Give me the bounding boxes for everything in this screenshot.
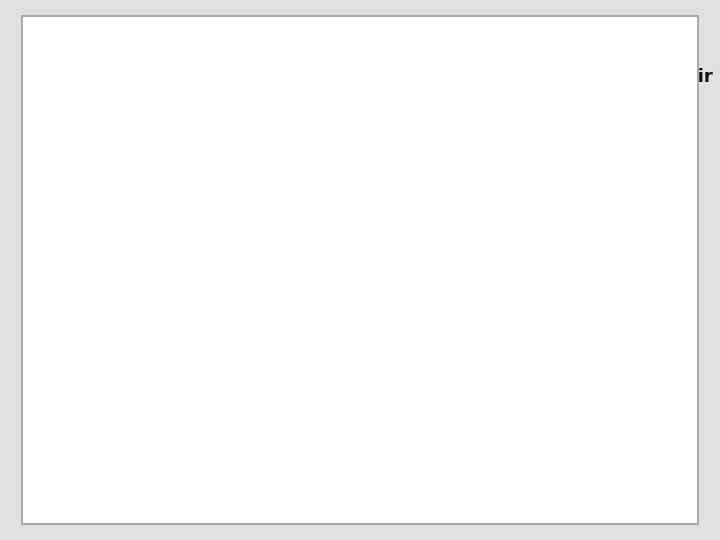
Wedge shape (70, 161, 209, 369)
Text: D: D (132, 254, 150, 274)
Text: Y4: Y4 (667, 505, 688, 519)
Text: points.: points. (238, 93, 307, 111)
Wedge shape (89, 300, 209, 438)
Text: C: C (166, 346, 181, 366)
Text: Varied Fluency 2: Varied Fluency 2 (293, 24, 427, 38)
Text: Put the angles in order from smallest to largest.: Put the angles in order from smallest to… (107, 117, 597, 135)
Text: B: B (282, 319, 297, 339)
Wedge shape (209, 161, 307, 300)
Text: A: A (225, 217, 240, 237)
Text: Here are some segments with different sized angles at their: Here are some segments with different si… (101, 68, 713, 85)
Wedge shape (209, 201, 348, 438)
